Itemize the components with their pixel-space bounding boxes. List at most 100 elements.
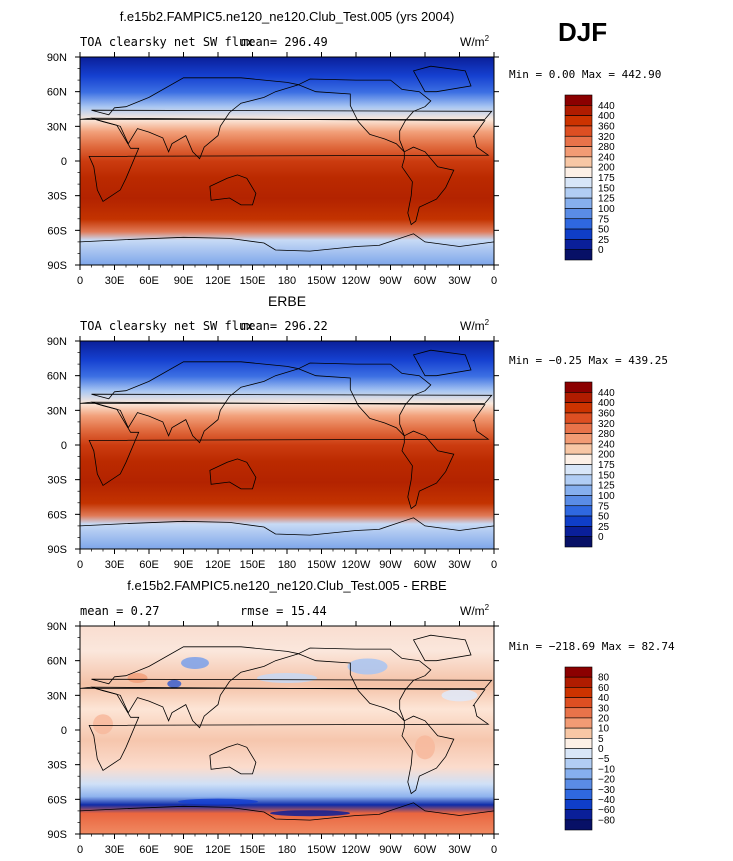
units-exponent: 2 [485, 318, 490, 327]
season-label: DJF [558, 17, 607, 47]
colorbar-label: −10 [598, 764, 615, 775]
colorbar-label: 320 [598, 132, 615, 143]
colorbar-box-7 [564, 738, 593, 749]
colorbar-box-6 [564, 443, 593, 455]
colorbar-label: −20 [598, 775, 615, 786]
colorbar-box-6 [564, 156, 593, 168]
colorbar-label: 100 [598, 491, 615, 502]
colorbar-box-0 [564, 666, 593, 678]
anomaly-blob-4 [415, 735, 435, 760]
colorbar-label: −5 [598, 754, 610, 765]
colorbar-label: 240 [598, 152, 615, 163]
coastline-1 [88, 401, 490, 486]
panel-mean-label: rmse = 15.44 [240, 604, 327, 618]
units-label: W/m2 [460, 34, 490, 49]
x-tick-label: 0 [491, 844, 497, 856]
colorbar-box-11 [564, 208, 593, 220]
colorbar-box-9 [564, 187, 593, 199]
coastline-3 [297, 78, 432, 153]
colorbar-box-15 [564, 249, 593, 261]
coastline-0 [79, 361, 493, 444]
colorbar-box-7 [564, 453, 593, 465]
colorbar-box-4 [564, 707, 593, 719]
y-tick-label: 90S [47, 544, 67, 556]
colorbar-label: 75 [598, 214, 610, 225]
minmax-label: Min = −218.69 Max = 82.74 [509, 640, 675, 653]
panel-title: f.e15b2.FAMPIC5.ne120_ne120.Club_Test.00… [120, 9, 455, 24]
panel-left-label: mean = 0.27 [80, 604, 159, 618]
x-tick-label: 60W [414, 559, 437, 571]
x-tick-label: 30E [105, 559, 125, 571]
colorbar-box-12 [564, 505, 593, 517]
coastline-2 [209, 174, 257, 206]
x-tick-label: 30W [448, 275, 471, 287]
anomaly-blob-7 [441, 689, 478, 702]
x-tick-label: 30W [448, 559, 471, 571]
colorbar-box-0 [564, 381, 593, 393]
colorbar-label: 440 [598, 388, 615, 399]
colorbar-label: 125 [598, 194, 615, 205]
colorbar-label: 80 [598, 673, 610, 684]
colorbar-box-5 [564, 433, 593, 445]
colorbar-label: 360 [598, 408, 615, 419]
colorbar-label: 10 [598, 724, 610, 735]
colorbar-box-11 [564, 778, 593, 790]
colorbar-box-15 [564, 819, 593, 831]
colorbar-box-2 [564, 115, 593, 127]
colorbar-box-14 [564, 809, 593, 821]
colorbar-box-1 [564, 105, 593, 116]
colorbar-box-2 [564, 687, 593, 698]
colorbar-box-12 [564, 788, 593, 800]
y-tick-label: 60N [47, 371, 67, 383]
colorbar-label: 20 [598, 713, 610, 724]
colorbar-box-10 [564, 197, 593, 209]
x-tick-label: 120W [342, 275, 371, 287]
colorbar-box-3 [564, 697, 593, 709]
colorbar-label: 360 [598, 121, 615, 132]
x-tick-label: 90E [174, 275, 194, 287]
panel-title: ERBE [268, 293, 306, 309]
colorbar-label: 75 [598, 501, 610, 512]
y-tick-label: 90S [47, 260, 67, 272]
y-tick-label: 90S [47, 829, 67, 841]
panel-left-label: TOA clearsky net SW flux [80, 35, 253, 49]
colorbar-label: 280 [598, 142, 615, 153]
coastline-5 [412, 349, 472, 377]
coastline-5 [412, 65, 472, 93]
x-tick-label: 120W [342, 844, 371, 856]
x-tick-label: 60E [139, 559, 159, 571]
x-tick-label: 180 [278, 559, 296, 571]
panel-mean-label: mean= 296.49 [241, 35, 328, 49]
panel-mean-label: mean= 296.22 [241, 319, 328, 333]
colorbar-label: 50 [598, 225, 610, 236]
colorbar-box-14 [564, 239, 593, 250]
colorbar-label: 25 [598, 235, 610, 246]
coastline-1 [88, 117, 490, 202]
y-tick-label: 30S [47, 760, 67, 772]
colorbar-box-15 [564, 536, 593, 548]
colorbar-label: 0 [598, 532, 604, 543]
colorbar-box-11 [564, 495, 593, 507]
units-exponent: 2 [485, 603, 490, 612]
colorbar-label: 100 [598, 204, 615, 215]
x-tick-label: 120E [205, 559, 231, 571]
x-tick-label: 30E [105, 275, 125, 287]
colorbar-label: 50 [598, 512, 610, 523]
panel-model: f.e15b2.FAMPIC5.ne120_ne120.Club_Test.00… [47, 9, 662, 287]
y-tick-label: 60S [47, 794, 67, 806]
colorbar-label: 175 [598, 460, 615, 471]
colorbar-box-10 [564, 484, 593, 496]
coastline-1 [88, 686, 490, 771]
colorbar-box-9 [564, 474, 593, 486]
colorbar-label: 175 [598, 173, 615, 184]
coastline-0 [79, 646, 493, 729]
minmax-label: Min = −0.25 Max = 439.25 [509, 354, 668, 367]
x-tick-label: 150E [240, 844, 266, 856]
anomaly-blob-6 [257, 673, 317, 683]
anomaly-blob-0 [181, 656, 209, 669]
colorbar-label: 200 [598, 450, 615, 461]
colorbar-box-5 [564, 146, 593, 158]
colorbar-label: −80 [598, 815, 615, 826]
colorbar-label: 400 [598, 398, 615, 409]
colorbar-box-5 [564, 717, 593, 729]
